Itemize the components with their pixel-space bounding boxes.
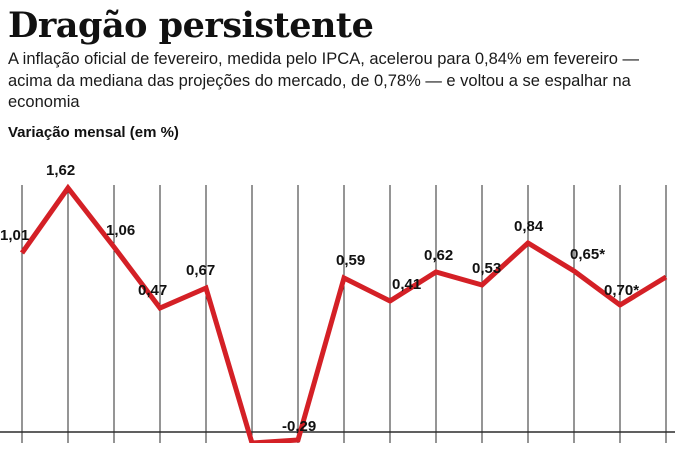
data-label-7: 0,59 (336, 252, 365, 269)
chart-data-labels: 1,01 1,62 1,06 0,47 0,67 -0,29 0,59 0,41… (0, 162, 639, 435)
data-label-3: 0,47 (138, 282, 167, 299)
data-label-12: 0,65* (570, 246, 605, 263)
line-chart: 1,01 1,62 1,06 0,47 0,67 -0,29 0,59 0,41… (0, 162, 675, 444)
data-label-13: 0,70* (604, 282, 639, 299)
data-label-9: 0,62 (424, 247, 453, 264)
standfirst-text: A inflação oficial de fevereiro, medida … (8, 49, 640, 112)
series-line-ipca (19, 183, 668, 444)
data-label-2: 1,06 (106, 222, 135, 239)
data-label-10: 0,53 (472, 260, 501, 277)
data-label-4: 0,67 (186, 262, 215, 279)
chart-gridlines (21, 185, 667, 444)
page-title: Dragão persistente (8, 5, 374, 46)
data-label-6: -0,29 (282, 418, 316, 435)
chart-axis-title: Variação mensal (em %) (8, 124, 179, 142)
data-label-0: 1,01 (0, 227, 29, 244)
data-label-11: 0,84 (514, 218, 544, 235)
data-label-8: 0,41 (392, 276, 421, 293)
data-label-1: 1,62 (46, 162, 75, 179)
chart-container: 1,01 1,62 1,06 0,47 0,67 -0,29 0,59 0,41… (0, 143, 675, 444)
